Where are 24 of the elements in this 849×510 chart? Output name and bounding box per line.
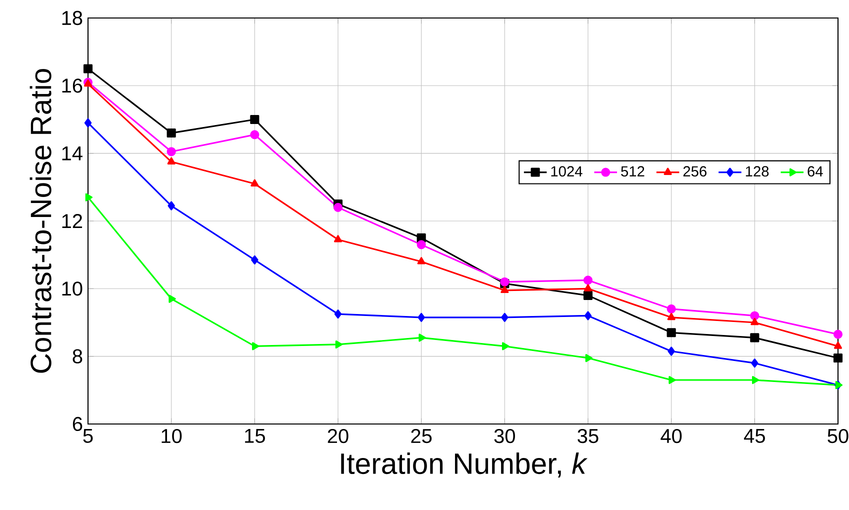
- legend-label: 64: [808, 166, 823, 177]
- x-tick-label: 45: [744, 428, 765, 443]
- legend-label: 128: [746, 166, 769, 177]
- y-tick-label: 12: [62, 214, 82, 228]
- y-tick-label: 8: [72, 349, 82, 364]
- x-tick-label: 50: [828, 428, 848, 444]
- y-tick-label: 16: [62, 78, 82, 93]
- legend-label: 1024: [551, 166, 582, 177]
- x-tick-label: 10: [162, 428, 182, 444]
- y-axis-title: Contrast-to-Noise Ratio: [30, 69, 52, 373]
- x-tick-label: 30: [494, 428, 515, 444]
- x-tick-label: 20: [328, 428, 348, 444]
- y-tick-label: 10: [62, 282, 82, 296]
- x-tick-label: 25: [411, 428, 432, 444]
- x-axis-title: Iteration Number, k: [341, 452, 588, 478]
- y-tick-label: 14: [62, 146, 82, 160]
- x-tick-label: 15: [245, 428, 265, 443]
- x-tick-label: 5: [83, 428, 93, 443]
- y-tick-label: 18: [62, 10, 82, 26]
- legend-label: 512: [621, 166, 644, 177]
- x-tick-label: 35: [578, 428, 598, 444]
- legend-label: 256: [683, 166, 706, 177]
- y-tick-label: 6: [72, 416, 82, 432]
- x-tick-label: 40: [660, 428, 682, 444]
